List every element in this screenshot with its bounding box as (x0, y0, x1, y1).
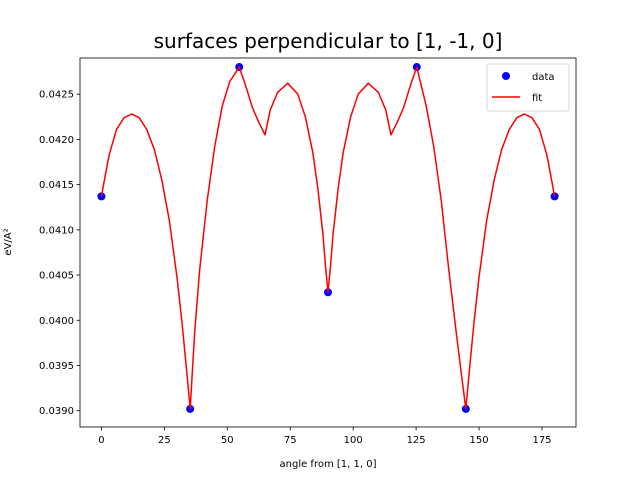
y-tick-label: 0.0400 (39, 316, 74, 327)
x-axis: 0 25 50 75 100 125 150 175 (98, 427, 552, 446)
plot-frame (79, 57, 577, 428)
x-tick-label: 100 (344, 435, 363, 446)
x-tick-label: 175 (532, 435, 551, 446)
legend-frame (486, 63, 570, 112)
x-tick-label: 75 (284, 435, 297, 446)
y-tick-label: 0.0390 (39, 406, 74, 417)
y-axis-label: eV/A² (3, 228, 14, 255)
y-tick-label: 0.0410 (39, 225, 74, 236)
y-tick-label: 0.0420 (39, 135, 74, 146)
legend-data-label: data (532, 72, 555, 83)
fit-line (100, 66, 556, 410)
legend: data fit (486, 63, 570, 112)
y-axis: 0.0390 0.0395 0.0400 0.0405 0.0410 0.0415 0.04… (39, 90, 80, 417)
y-tick-label: 0.0405 (39, 271, 74, 282)
x-tick-label: 25 (158, 435, 171, 446)
plot-area (97, 63, 559, 413)
x-tick-label: 50 (221, 435, 234, 446)
x-tick-label: 0 (98, 435, 104, 446)
chart-title: surfaces perpendicular to [1, -1, 0] (154, 29, 503, 53)
x-tick-label: 125 (407, 435, 426, 446)
x-tick-label: 150 (470, 435, 489, 446)
legend-data-marker (502, 72, 510, 80)
legend-fit-label: fit (532, 93, 542, 104)
y-tick-label: 0.0415 (39, 180, 74, 191)
y-tick-label: 0.0425 (39, 90, 74, 101)
y-tick-label: 0.0395 (39, 361, 74, 372)
x-axis-label: angle from [1, 1, 0] (280, 459, 377, 470)
